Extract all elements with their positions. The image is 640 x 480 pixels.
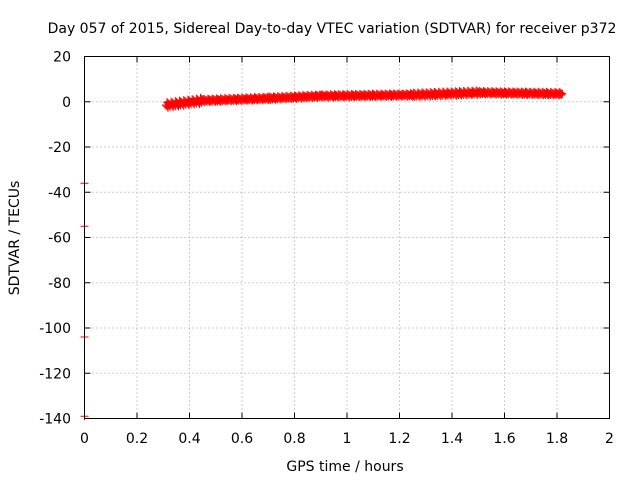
x-tick-label: 0.2	[126, 431, 148, 447]
data-points	[80, 86, 567, 421]
tick-labels: 0 0.2 0.4 0.6 0.8 1 1.2 1.4 1.6 1.8 2 20 0 -20 -40 -60 -…	[39, 50, 614, 448]
y-tick-label: -60	[48, 231, 71, 247]
x-tick-label: 1.8	[546, 431, 568, 447]
x-tick-label: 2	[605, 431, 614, 447]
y-axis-label: SDTVAR / TECUs	[7, 181, 23, 296]
grid	[84, 56, 610, 419]
y-tick-label: -140	[39, 412, 71, 428]
y-tick-label: 0	[62, 95, 71, 111]
x-tick-label: 0.8	[283, 431, 305, 447]
x-tick-label: 1.6	[493, 431, 515, 447]
x-tick-label: 1.4	[441, 431, 463, 447]
y-tick-label: -80	[48, 276, 71, 292]
x-axis-label: GPS time / hours	[286, 459, 403, 475]
chart-title: Day 057 of 2015, Sidereal Day-to-day VTE…	[48, 21, 617, 37]
x-tick-label: 1.2	[388, 431, 410, 447]
data-point	[558, 89, 567, 98]
y-tick-label: -20	[48, 140, 71, 156]
x-tick-label: 0.6	[231, 431, 253, 447]
y-tick-label: -100	[39, 321, 71, 337]
x-tick-label: 0	[80, 431, 89, 447]
x-tick-label: 0.4	[178, 431, 200, 447]
data-point	[557, 89, 566, 98]
y-tick-label: -40	[48, 185, 71, 201]
x-tick-label: 1	[343, 431, 352, 447]
y-tick-label: 20	[53, 50, 71, 66]
plot-frame	[84, 56, 610, 419]
y-tick-label: -120	[39, 366, 71, 382]
